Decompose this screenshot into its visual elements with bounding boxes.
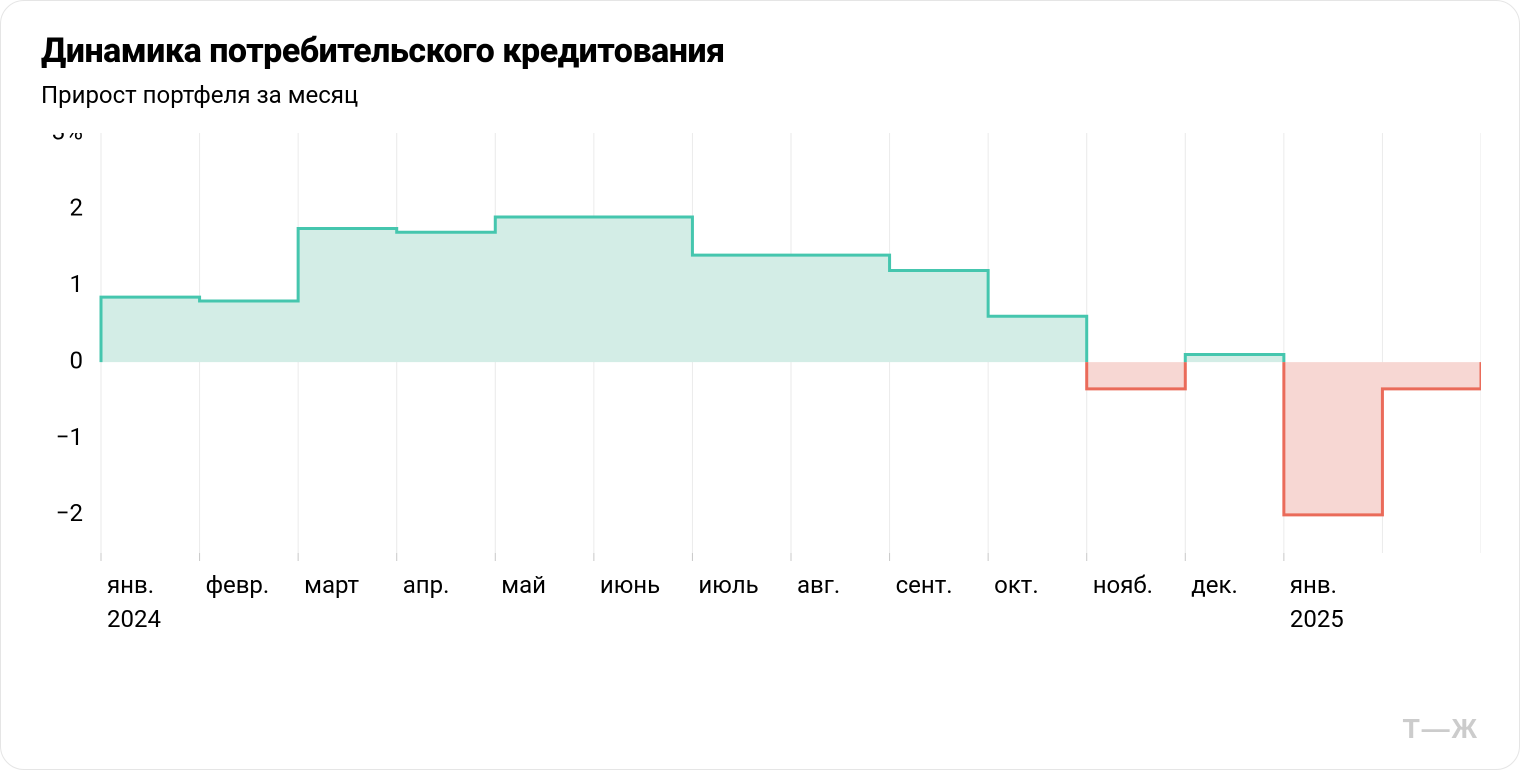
chart-card: Динамика потребительского кредитования П… xyxy=(0,0,1520,770)
svg-text:янв.: янв. xyxy=(107,571,154,599)
svg-text:май: май xyxy=(501,571,546,599)
svg-text:окт.: окт. xyxy=(994,571,1039,599)
watermark: Т—Ж xyxy=(1403,713,1479,745)
svg-text:авг.: авг. xyxy=(797,571,840,599)
svg-text:март: март xyxy=(304,571,359,599)
svg-text:июнь: июнь xyxy=(600,571,660,599)
step-area-chart: 3% 2 1 0 −1 −2 янв. 2024 февр. март апр. май июнь июл… xyxy=(41,133,1481,663)
svg-text:нояб.: нояб. xyxy=(1093,571,1153,599)
svg-text:−2: −2 xyxy=(56,499,83,527)
chart-title: Динамика потребительского кредитования xyxy=(41,31,1479,71)
svg-text:1: 1 xyxy=(70,270,84,298)
svg-text:2: 2 xyxy=(70,194,84,222)
svg-text:июль: июль xyxy=(698,571,758,599)
chart-container: 3% 2 1 0 −1 −2 янв. 2024 февр. март апр. май июнь июл… xyxy=(41,133,1479,667)
svg-text:февр.: февр. xyxy=(206,571,270,599)
svg-text:−1: −1 xyxy=(56,423,83,451)
svg-text:апр.: апр. xyxy=(403,571,450,599)
svg-text:0: 0 xyxy=(70,346,84,374)
svg-text:дек.: дек. xyxy=(1191,571,1238,599)
svg-text:янв.: янв. xyxy=(1290,571,1337,599)
svg-text:3%: 3% xyxy=(52,133,83,145)
svg-text:сент.: сент. xyxy=(896,571,953,599)
svg-text:2024: 2024 xyxy=(107,605,161,633)
chart-subtitle: Прирост портфеля за месяц xyxy=(41,81,1479,109)
svg-text:2025: 2025 xyxy=(1290,605,1344,633)
